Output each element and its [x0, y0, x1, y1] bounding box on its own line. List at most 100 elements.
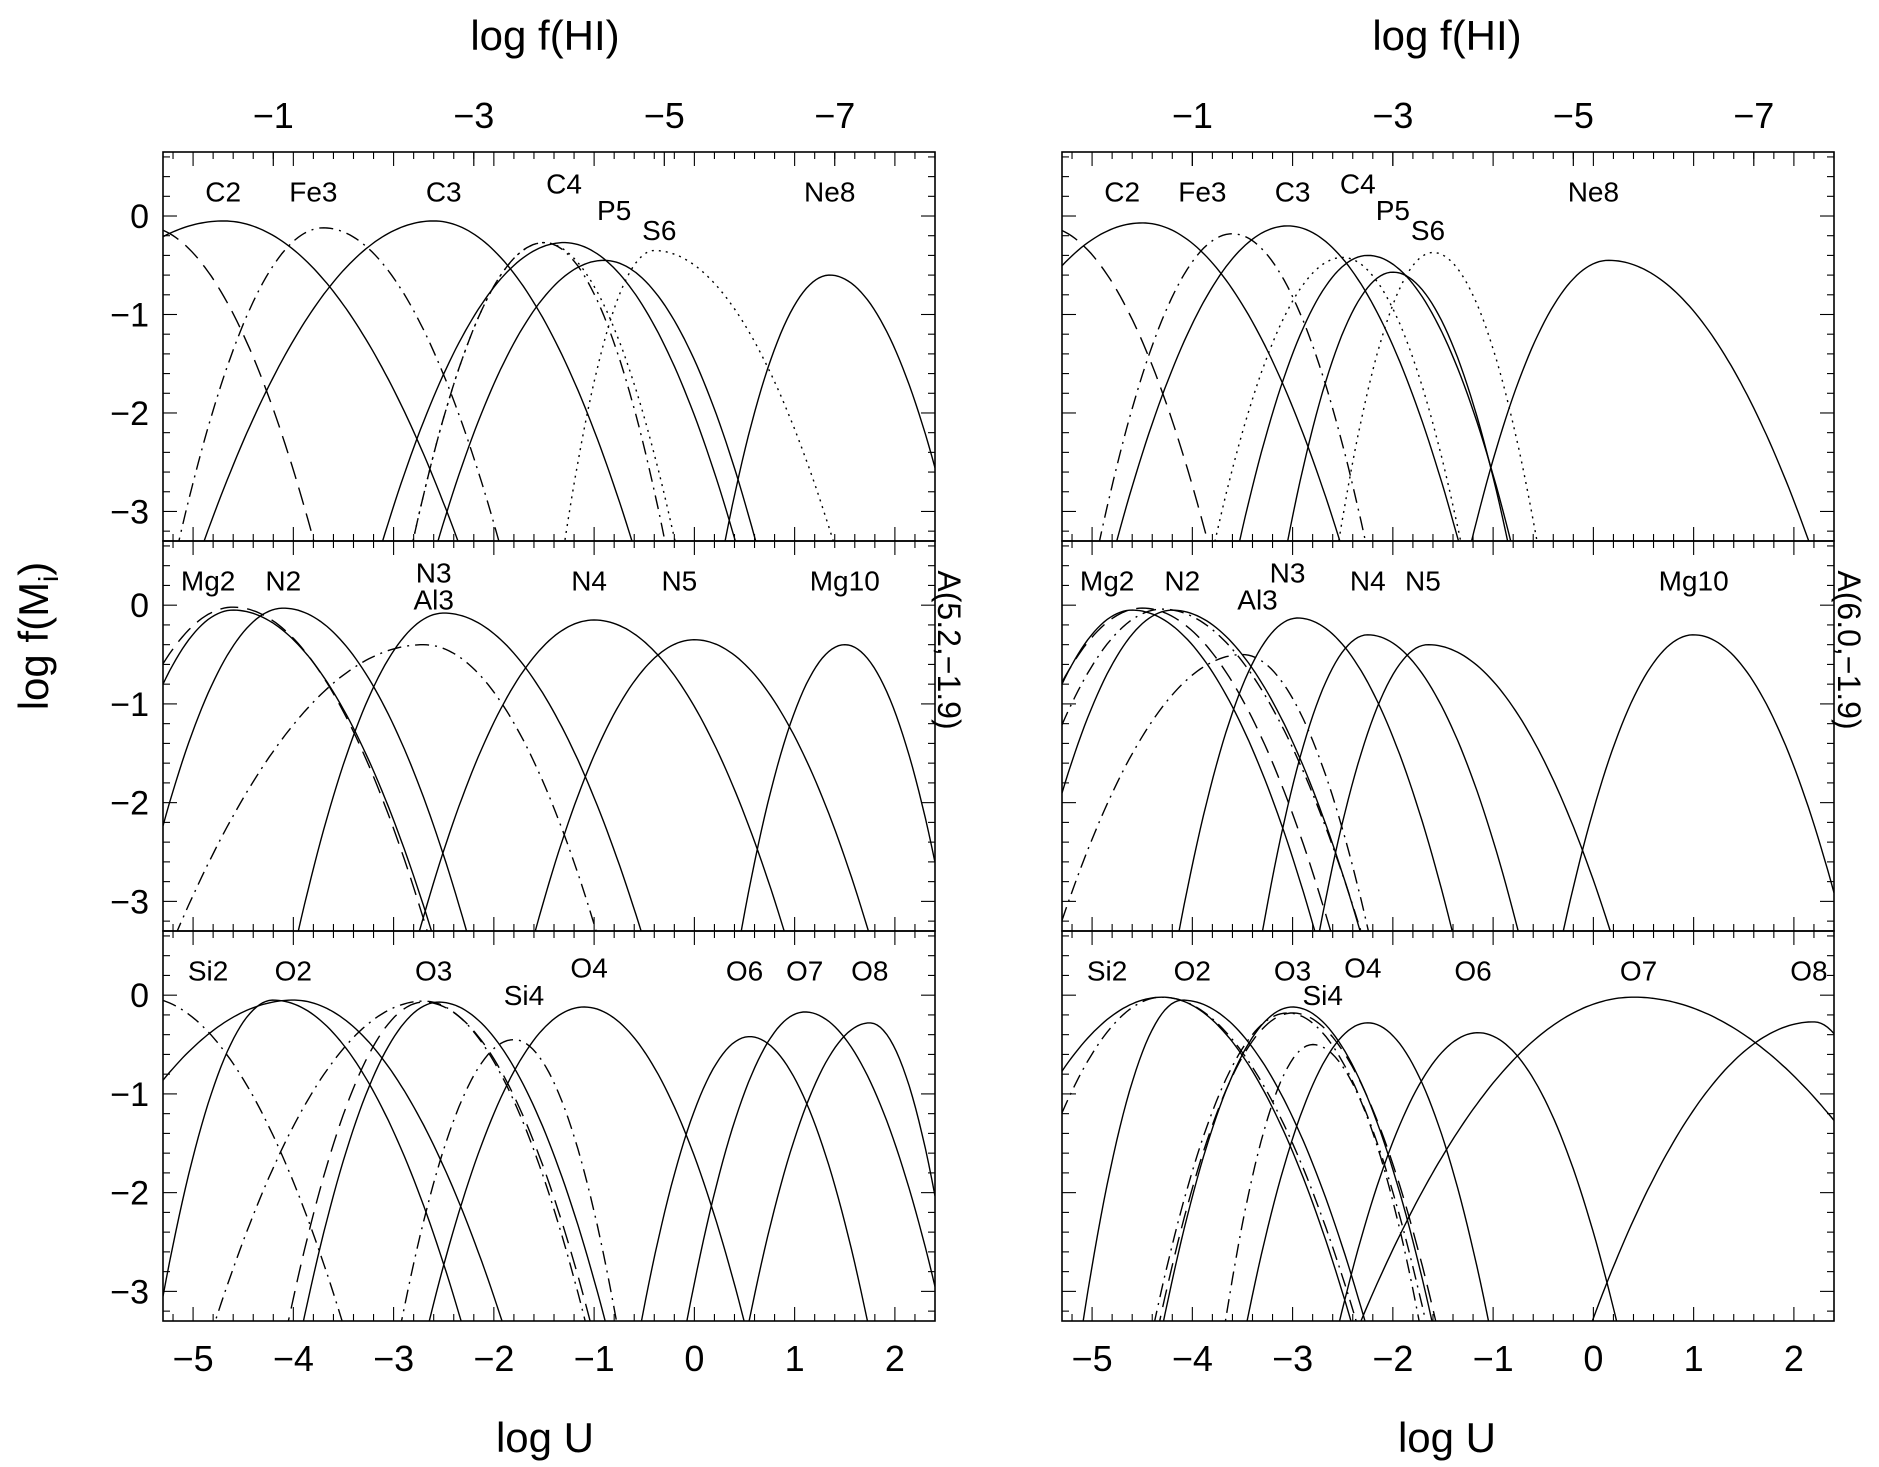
curve-unlabeled [1158, 1012, 1437, 1321]
x-tick-label: −5 [173, 1338, 214, 1379]
y-tick-label: −1 [110, 686, 149, 724]
ion-label-s6: S6 [1411, 215, 1445, 246]
curve-unlabeled [1062, 229, 1209, 541]
ion-label-fe3: Fe3 [1178, 176, 1226, 207]
curve-si4 [400, 1038, 618, 1321]
panel-curves [1062, 996, 1834, 1321]
left-bottom-axis-label: log U [496, 1414, 594, 1461]
y-tick-label: −2 [110, 395, 149, 433]
curve-unlabeled [1062, 996, 1357, 1321]
curve-si2 [1062, 996, 1352, 1321]
plots-layer: −1 −3 −5 −70−1−2−3C2 Fe3 C3 C4P5S6Ne80−1−2−3Mg… [110, 95, 1835, 1379]
curve-o3 [1162, 1006, 1433, 1321]
y-axis-label-close: ) [10, 562, 57, 576]
left-right-model-label: A(5.2,−1.9) [931, 570, 967, 729]
curve-n3 [1178, 617, 1453, 931]
ion-label-n3: N3 [1270, 558, 1306, 589]
x-tick-label: 0 [684, 1338, 704, 1379]
ion-label-o8: O8 [1790, 955, 1827, 986]
curve-mg2 [1062, 609, 1316, 931]
x-tick-label: −4 [273, 1338, 314, 1379]
top-axis-tick-label: −7 [1733, 95, 1774, 136]
ion-label-c4: C4 [1340, 169, 1376, 200]
x-tick-label: 2 [885, 1338, 905, 1379]
curve-mg2 [163, 609, 433, 931]
y-tick-label: 0 [130, 587, 149, 625]
x-tick-label: −5 [1072, 1338, 1113, 1379]
ion-label-si2: Si2 [188, 955, 228, 986]
ion-label-c3: C3 [426, 176, 462, 207]
ion-label-ne8: Ne8 [1568, 176, 1619, 207]
curve-mg10 [740, 643, 935, 931]
curve-c4 [381, 241, 737, 541]
top-axis-tick-label: −5 [644, 95, 685, 136]
ion-label-s6: S6 [642, 215, 676, 246]
x-tick-label: −2 [1372, 1338, 1413, 1379]
ion-label-o7: O7 [786, 955, 823, 986]
curve-o4 [1246, 1022, 1490, 1321]
curve-si2 [163, 999, 503, 1321]
top-axis-tick-label: −3 [1372, 95, 1413, 136]
curve-ne8 [724, 274, 935, 541]
ion-label-n5: N5 [661, 565, 697, 596]
right-right-model-label: A(6.0,−1.9) [1831, 570, 1867, 729]
curve-c3 [203, 220, 633, 541]
ion-label-al3: Al3 [1237, 584, 1277, 615]
ion-label-o8: O8 [851, 955, 888, 986]
ion-label-o2: O2 [275, 955, 312, 986]
ion-label-n4: N4 [571, 565, 607, 596]
right-top-axis-label: log f(HI) [1372, 12, 1521, 59]
ion-label-n2: N2 [1164, 565, 1200, 596]
panel-curves [1062, 607, 1834, 931]
ion-label-si4: Si4 [504, 980, 544, 1011]
x-tick-label: −4 [1172, 1338, 1213, 1379]
curve-unlabeled [163, 999, 343, 1321]
y-tick-label: −1 [110, 296, 149, 334]
curve-n4 [418, 619, 785, 931]
y-tick-label: −2 [110, 785, 149, 823]
panel-curves [163, 220, 935, 541]
curve-s6 [564, 249, 834, 541]
ion-label-n2: N2 [265, 565, 301, 596]
curve-mg10 [1562, 634, 1834, 931]
curve-unlabeled [1062, 607, 1332, 931]
ion-label-o4: O4 [1344, 953, 1381, 984]
y-tick-label: −2 [110, 1175, 149, 1213]
curve-unlabeled [1153, 1012, 1427, 1321]
panel-frame [1061, 930, 1835, 1322]
ion-label-n4: N4 [1350, 565, 1386, 596]
ion-label-c2: C2 [205, 176, 241, 207]
ion-label-o6: O6 [726, 955, 763, 986]
ion-label-si4: Si4 [1302, 980, 1342, 1011]
curve-o6 [1338, 1031, 1618, 1321]
curve-unlabeled [1062, 608, 1362, 931]
y-tick-label: 0 [130, 977, 149, 1015]
panel-curves [1062, 222, 1810, 541]
curve-p5 [1286, 271, 1509, 541]
curve-n2 [1062, 609, 1361, 931]
ion-label-p5: P5 [597, 195, 631, 226]
ion-label-o7: O7 [1620, 955, 1657, 986]
x-tick-label: −1 [574, 1338, 615, 1379]
curve-o6 [640, 1036, 869, 1321]
x-tick-label: −3 [373, 1338, 414, 1379]
curve-n2 [163, 607, 468, 931]
y-tick-label: −3 [110, 883, 149, 921]
ion-label-c4: C4 [546, 169, 582, 200]
ion-label-p5: P5 [1376, 195, 1410, 226]
y-axis-label-main: log f(M [10, 582, 57, 710]
ion-label-fe3: Fe3 [289, 176, 337, 207]
panel-curves [163, 606, 935, 931]
x-tick-label: 1 [785, 1338, 805, 1379]
curve-o7 [686, 1011, 935, 1321]
top-axis-tick-label: −3 [453, 95, 494, 136]
ion-label-mg2: Mg2 [181, 565, 235, 596]
curve-c2 [1062, 222, 1341, 541]
curve-ne8 [1470, 259, 1810, 541]
ion-label-si2: Si2 [1087, 955, 1127, 986]
ion-label-mg10: Mg10 [1659, 565, 1729, 596]
curve-unlabeled [163, 229, 315, 541]
x-tick-label: −3 [1272, 1338, 1313, 1379]
